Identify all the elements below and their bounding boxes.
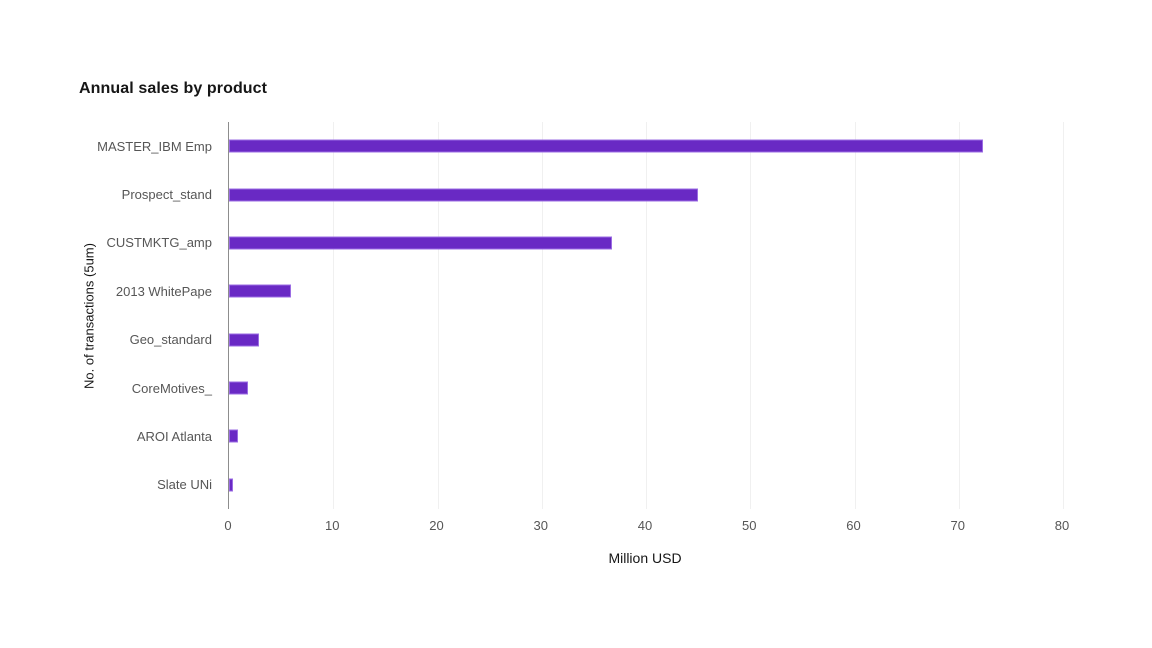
bar-row xyxy=(229,122,1063,170)
bar-row xyxy=(229,364,1063,412)
gridline-x-60 xyxy=(854,122,856,509)
bar-MASTER_IBM Emp[interactable] xyxy=(229,139,983,153)
bar-Geo_standard[interactable] xyxy=(229,333,260,347)
plot-area xyxy=(228,122,1064,509)
x-tick-label-70: 70 xyxy=(950,518,965,533)
x-tick-label-40: 40 xyxy=(637,518,653,533)
x-tick-label-0: 0 xyxy=(224,518,232,533)
x-axis-ticks: 0 10 20 30 40 50 60 70 80 xyxy=(224,518,1069,534)
gridline-x-10 xyxy=(333,122,335,509)
x-tick-label-30: 30 xyxy=(533,518,548,533)
category-label: AROI Atlanta xyxy=(136,428,212,444)
category-label: CoreMotives_ xyxy=(131,380,212,396)
gridline-x-80 xyxy=(1063,122,1064,509)
bar-Prospect_stand[interactable] xyxy=(229,188,699,202)
bar-Slate UNi[interactable] xyxy=(229,478,234,492)
category-label: CUSTMKTG_amp xyxy=(106,235,212,251)
y-axis-category-labels: MASTER_IBM Emp Prospect_stand CUSTMKTG_amp… xyxy=(0,122,220,509)
gridline-x-20 xyxy=(437,122,439,509)
bar-row xyxy=(229,219,1063,267)
bar-row xyxy=(229,267,1063,315)
x-tick-label-50: 50 xyxy=(742,518,757,533)
x-tick-label-80: 80 xyxy=(1054,518,1070,533)
category-label: Slate UNi xyxy=(157,477,212,493)
bar-row xyxy=(229,461,1063,509)
bar-row xyxy=(229,170,1063,218)
bar-CoreMotives_[interactable] xyxy=(229,381,248,395)
x-axis-title: Million USD xyxy=(608,550,682,566)
category-label: 2013 WhitePape xyxy=(115,283,212,299)
bar-2013 WhitePape[interactable] xyxy=(229,284,291,298)
bar-row xyxy=(229,412,1063,460)
category-label: Geo_standard xyxy=(129,332,212,348)
category-label: Prospect_stand xyxy=(121,187,212,203)
x-tick-label-10: 10 xyxy=(325,518,340,533)
gridline-x-50 xyxy=(750,122,752,509)
chart-title: Annual sales by product xyxy=(79,80,268,97)
x-tick-label-60: 60 xyxy=(846,518,861,533)
gridline-x-40 xyxy=(646,122,647,509)
bar-row xyxy=(229,316,1063,364)
gridline-x-70 xyxy=(958,122,960,509)
bar-AROI Atlanta[interactable] xyxy=(229,429,239,443)
bar-CUSTMKTG_amp[interactable] xyxy=(229,236,612,250)
gridline-x-30 xyxy=(541,122,543,509)
x-tick-label-20: 20 xyxy=(429,518,444,533)
category-label: MASTER_IBM Emp xyxy=(97,138,212,154)
